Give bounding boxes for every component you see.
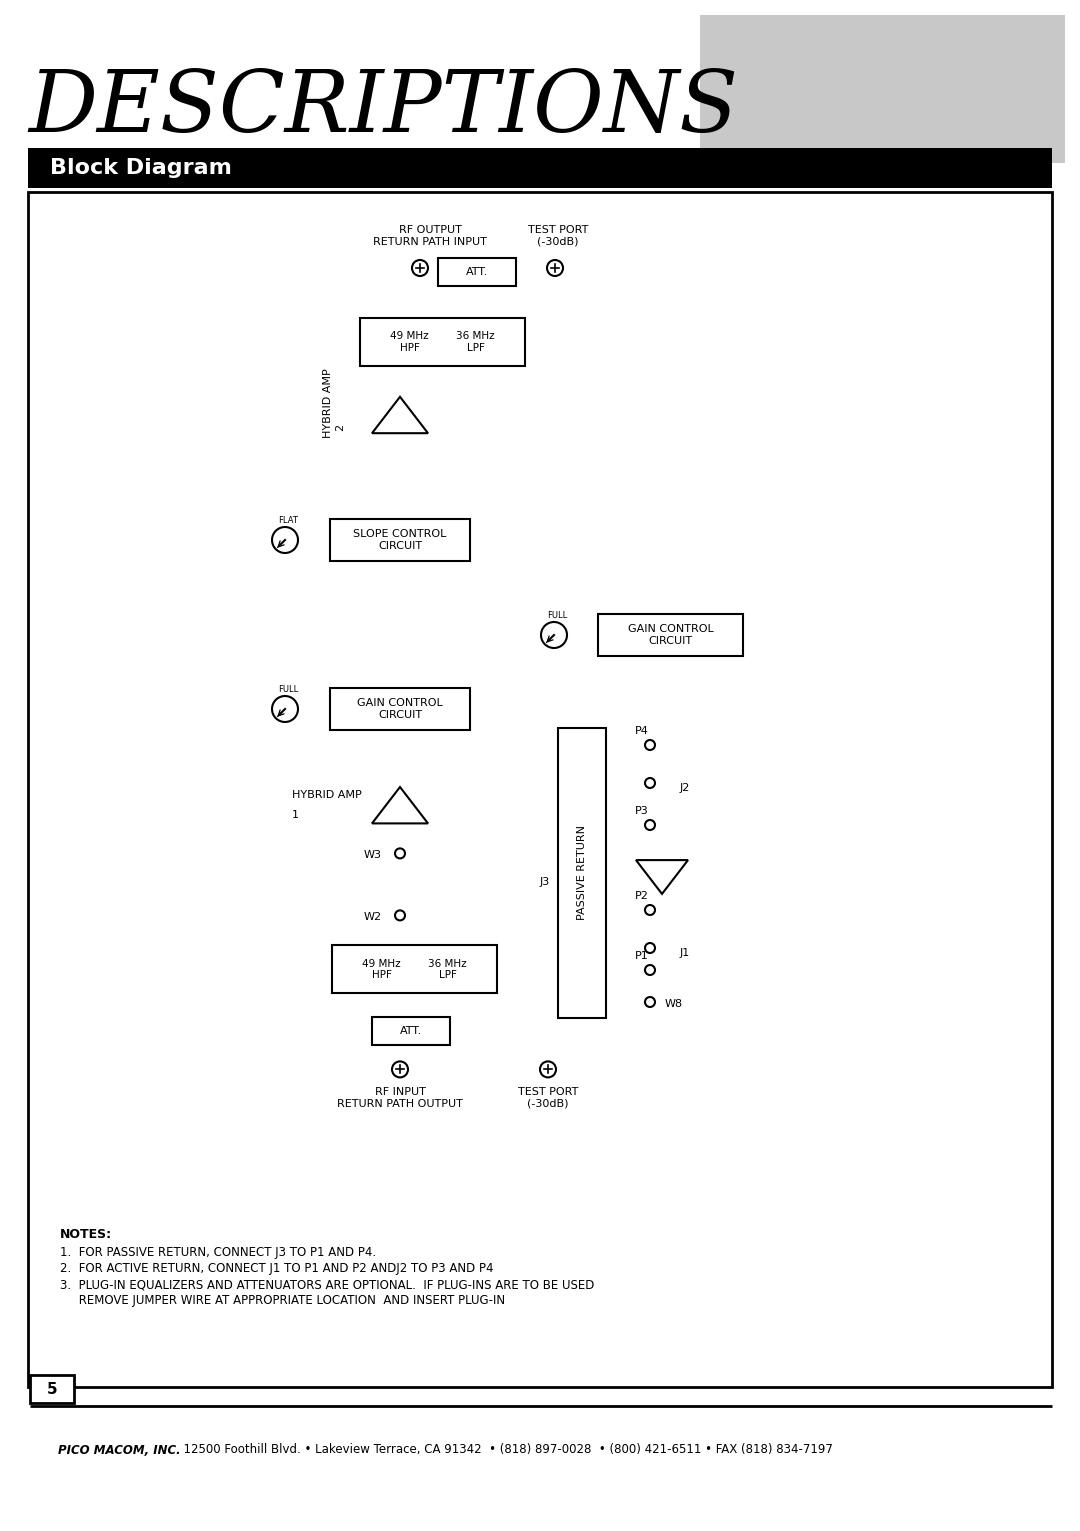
Bar [28,191,1052,1387]
Text: W3: W3 [364,850,382,860]
Text: TEST PORT
(-30dB): TEST PORT (-30dB) [517,1087,578,1108]
Text: PASSIVE RETURN: PASSIVE RETURN [577,825,588,920]
Bar [372,1018,450,1046]
Bar [598,614,743,655]
Bar [330,687,470,730]
Text: PICO MACOM, INC.: PICO MACOM, INC. [58,1444,180,1456]
Circle shape [645,778,654,788]
Circle shape [645,943,654,952]
Text: 5: 5 [46,1381,57,1396]
Text: 12500 Foothill Blvd. • Lakeview Terrace, CA 91342  • (818) 897-0028  • (800) 421: 12500 Foothill Blvd. • Lakeview Terrace,… [176,1444,833,1456]
Text: P4: P4 [635,726,649,736]
Text: FULL: FULL [278,684,298,694]
Text: GAIN CONTROL
CIRCUIT: GAIN CONTROL CIRCUIT [627,625,714,646]
Bar [360,318,525,366]
Text: J1: J1 [680,948,690,958]
Circle shape [272,527,298,553]
Text: 36 MHz
LPF: 36 MHz LPF [456,331,495,352]
Text: HYBRID AMP: HYBRID AMP [292,790,362,801]
Text: NOTES:: NOTES: [60,1228,112,1242]
Circle shape [411,260,428,276]
Circle shape [395,848,405,859]
Circle shape [541,622,567,648]
Circle shape [540,1061,556,1078]
Bar [700,15,1065,162]
Circle shape [645,739,654,750]
Text: 2: 2 [335,424,345,430]
Text: RF OUTPUT
RETURN PATH INPUT: RF OUTPUT RETURN PATH INPUT [373,225,487,246]
Bar [28,149,1052,188]
Text: P2: P2 [635,891,649,902]
Circle shape [392,1061,408,1078]
Bar [330,519,470,560]
Text: RF INPUT
RETURN PATH OUTPUT: RF INPUT RETURN PATH OUTPUT [337,1087,463,1108]
Text: 1: 1 [292,810,299,821]
Text: GAIN CONTROL
CIRCUIT: GAIN CONTROL CIRCUIT [357,698,443,720]
Text: DESCRIPTIONS: DESCRIPTIONS [28,67,738,150]
Text: J2: J2 [680,782,690,793]
Text: REMOVE JUMPER WIRE AT APPROPRIATE LOCATION  AND INSERT PLUG-IN: REMOVE JUMPER WIRE AT APPROPRIATE LOCATI… [60,1294,505,1307]
Bar [30,1375,75,1402]
Circle shape [645,821,654,830]
Bar [438,259,516,286]
Text: P3: P3 [635,805,649,816]
Text: J3: J3 [540,877,550,886]
Text: 1.  FOR PASSIVE RETURN, CONNECT J3 TO P1 AND P4.: 1. FOR PASSIVE RETURN, CONNECT J3 TO P1 … [60,1246,376,1258]
Text: HYBRID AMP: HYBRID AMP [323,367,333,438]
Circle shape [272,697,298,723]
Text: Block Diagram: Block Diagram [50,158,232,178]
Text: 49 MHz
HPF: 49 MHz HPF [390,331,429,352]
Circle shape [645,997,654,1007]
Text: SLOPE CONTROL
CIRCUIT: SLOPE CONTROL CIRCUIT [353,530,447,551]
Text: W2: W2 [364,912,382,922]
Text: TEST PORT
(-30dB): TEST PORT (-30dB) [528,225,589,246]
Circle shape [645,905,654,916]
Text: ATT.: ATT. [400,1026,422,1036]
Circle shape [395,911,405,920]
Text: ATT.: ATT. [465,266,488,277]
Text: 49 MHz
HPF: 49 MHz HPF [362,958,401,980]
Text: W8: W8 [665,1000,684,1009]
Bar [558,729,606,1018]
Text: FULL: FULL [546,611,567,620]
Bar [332,946,497,994]
Text: 3.  PLUG-IN EQUALIZERS AND ATTENUATORS ARE OPTIONAL.  IF PLUG-INS ARE TO BE USED: 3. PLUG-IN EQUALIZERS AND ATTENUATORS AR… [60,1278,594,1291]
Text: FLAT: FLAT [278,516,298,525]
Text: 2.  FOR ACTIVE RETURN, CONNECT J1 TO P1 AND P2 ANDJ2 TO P3 AND P4: 2. FOR ACTIVE RETURN, CONNECT J1 TO P1 A… [60,1262,494,1275]
Text: 36 MHz
LPF: 36 MHz LPF [428,958,467,980]
Circle shape [546,260,563,276]
Text: P1: P1 [635,951,649,961]
Circle shape [645,965,654,975]
